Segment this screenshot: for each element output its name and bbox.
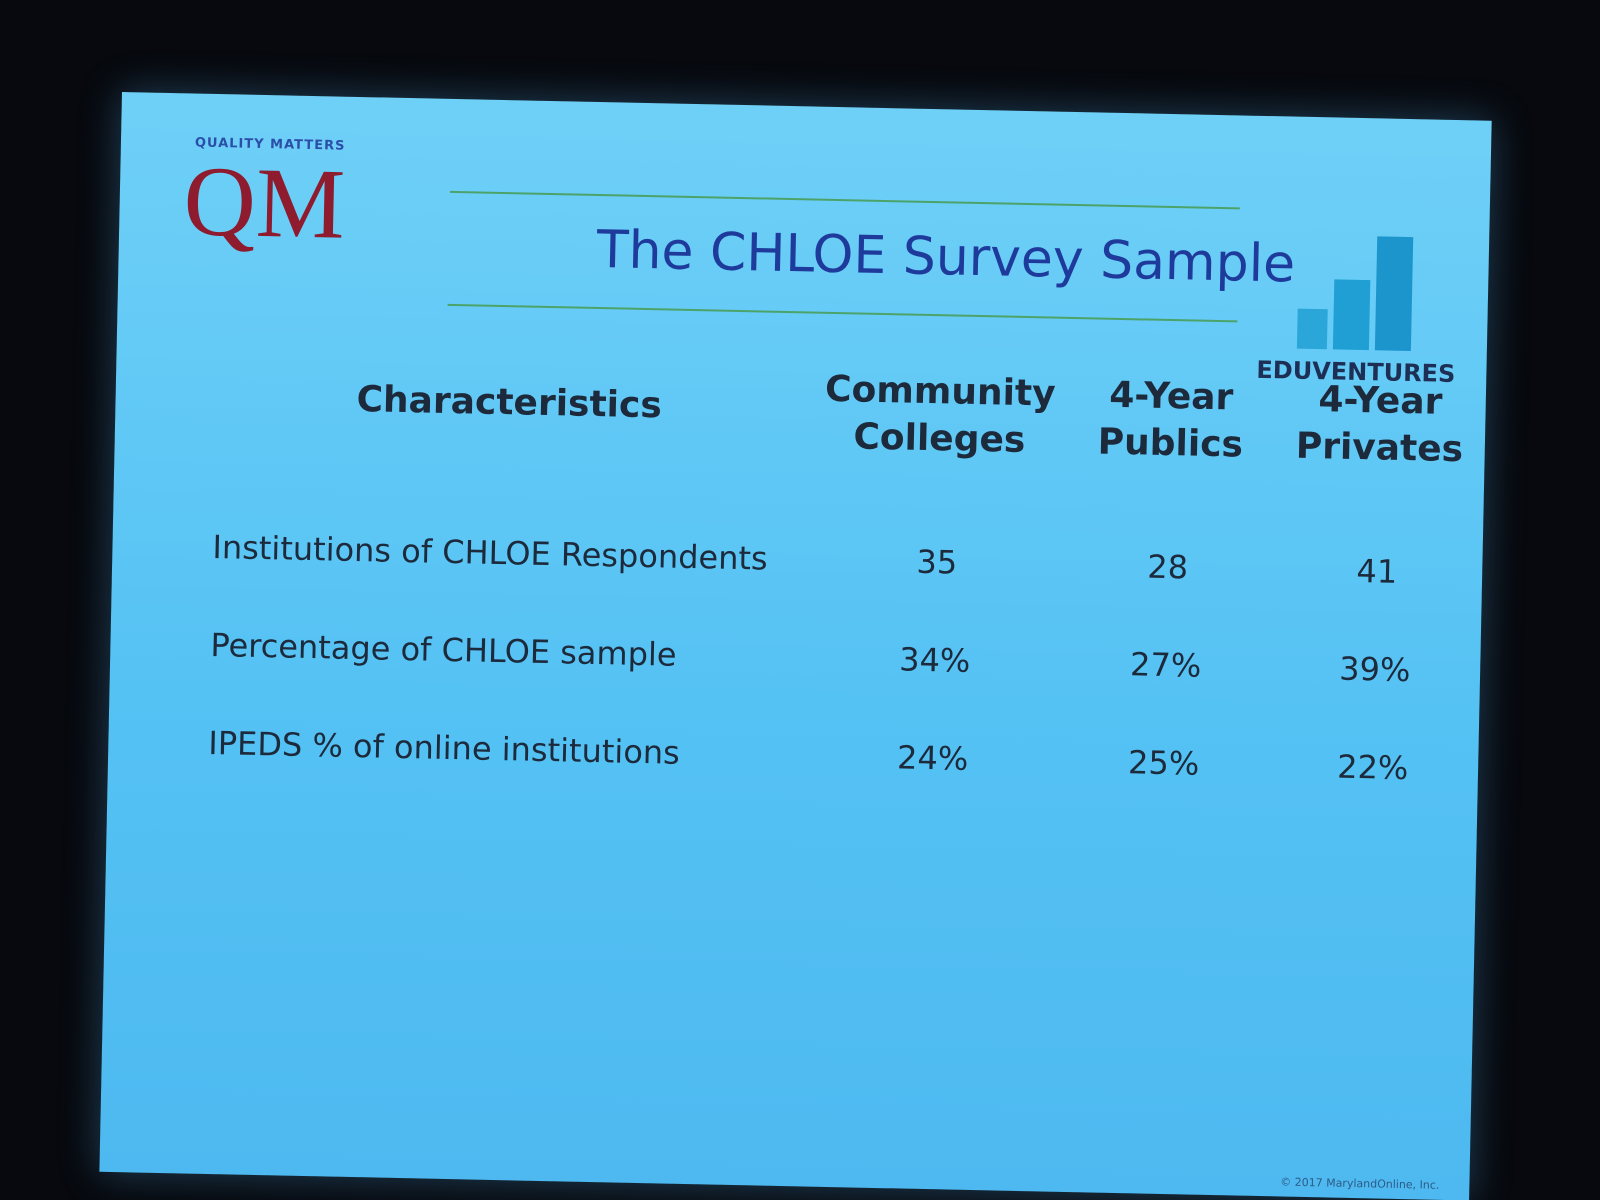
table-cell: 27% xyxy=(1129,644,1202,685)
table-body: Institutions of CHLOE Respondents 35 28 41 P… xyxy=(197,497,1483,818)
table-cell: 22% xyxy=(1336,747,1409,787)
table-cell: 24% xyxy=(896,737,969,778)
title-rule xyxy=(447,303,1238,323)
slide: QUALITY MATTERS QM The CHLOE Survey Samp… xyxy=(99,92,1492,1200)
table-cell: 28 xyxy=(1147,547,1189,587)
table-cell: 35 xyxy=(916,542,958,582)
column-header: 4-Year Publics xyxy=(1097,374,1244,466)
table-cell: 41 xyxy=(1356,551,1398,591)
table-cell: 34% xyxy=(898,639,971,680)
row-label: IPEDS % of online institutions xyxy=(207,723,681,772)
logo-mark: QM xyxy=(182,145,347,260)
table-cell: 39% xyxy=(1338,649,1411,689)
sample-table: Characteristics Community Colleges 4-Year … xyxy=(197,354,1486,818)
slide-title: The CHLOE Survey Sample xyxy=(596,219,1296,295)
row-label: Institutions of CHLOE Respondents xyxy=(212,527,769,578)
column-header: Community Colleges xyxy=(824,368,1057,461)
title-rule xyxy=(449,190,1240,210)
table-cell: 25% xyxy=(1127,742,1200,783)
row-label: Percentage of CHLOE sample xyxy=(210,625,677,674)
footer: © 2017 MarylandOnline, Inc. xyxy=(1280,1175,1440,1192)
column-header: 4-Year Privates xyxy=(1295,379,1464,470)
column-header: Characteristics xyxy=(356,378,663,427)
header-row: Characteristics Community Colleges 4-Year … xyxy=(204,354,1487,524)
brand-icon xyxy=(1296,236,1414,352)
